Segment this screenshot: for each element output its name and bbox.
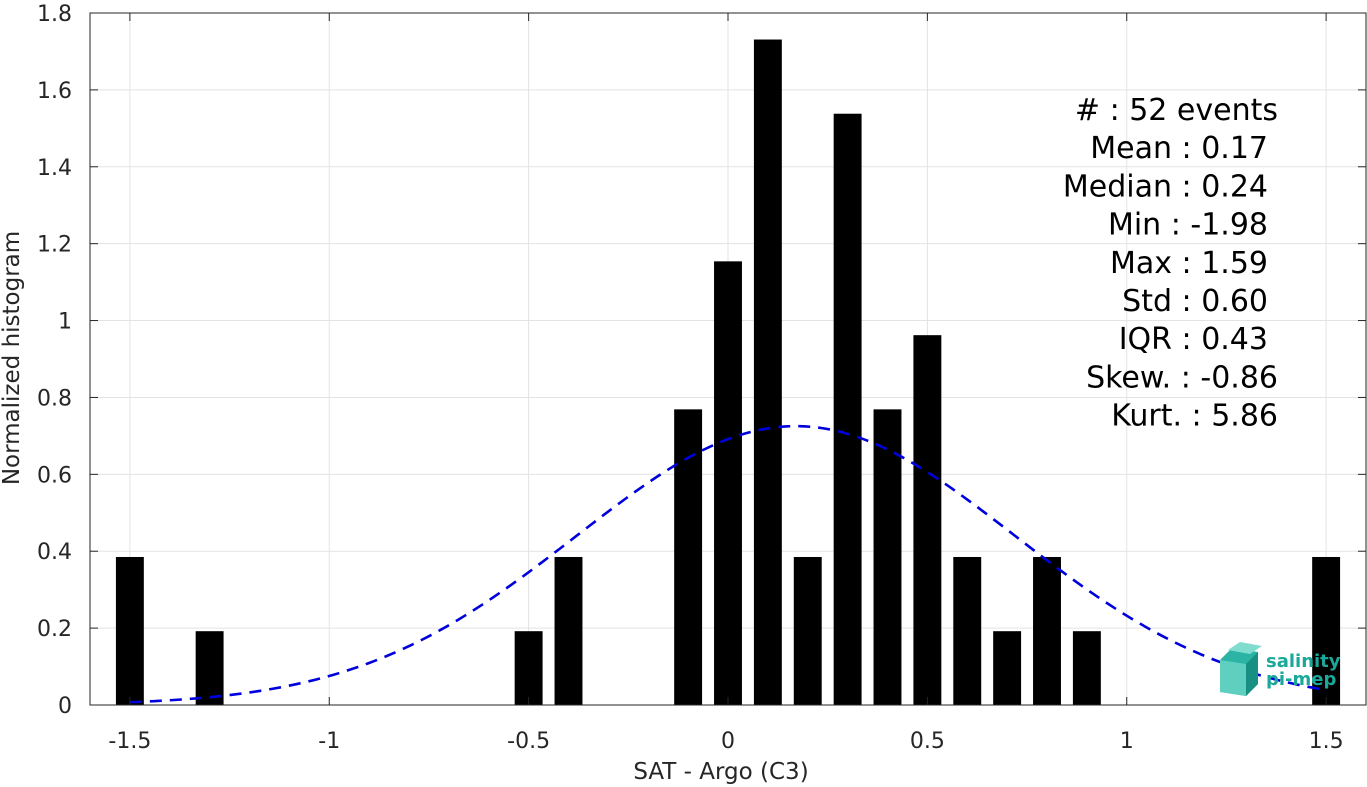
x-tick-label: -1 [318, 729, 340, 754]
logo-text-salinity: salinity [1266, 651, 1341, 672]
y-tick-label: 1.4 [37, 156, 72, 181]
histogram-bar [793, 556, 822, 705]
y-tick-label: 1 [58, 310, 72, 335]
histogram-bar [195, 631, 224, 705]
logo-cube-icon [1220, 642, 1262, 696]
histogram-bar [833, 113, 862, 706]
x-tick-label: -1.5 [108, 729, 151, 754]
y-tick-label: 0.6 [37, 463, 72, 488]
x-axis-label: SAT - Argo (C3) [633, 759, 808, 785]
y-axis-label: Normalized histogram [0, 231, 25, 485]
histogram-bar [115, 556, 144, 705]
y-tick-label: 0.2 [37, 617, 72, 642]
y-tick-label: 0 [58, 694, 72, 719]
x-tick-label: 1.5 [1309, 729, 1344, 754]
y-tick-label: 1.6 [37, 79, 72, 104]
histogram-bar [953, 556, 982, 705]
stats-line: Kurt. : 5.86 [1111, 399, 1278, 434]
stats-line: Mean : 0.17 [1090, 131, 1268, 166]
gaussian-fit-curve [129, 424, 1327, 704]
stats-line: IQR : 0.43 [1119, 322, 1268, 357]
logo-text-pi-mep: pi-mep [1266, 669, 1336, 690]
stats-line: Min : -1.98 [1108, 208, 1268, 243]
histogram-bar [674, 409, 703, 705]
y-axis-ticks: 0 0.2 0.4 0.6 0.8 1 1.2 1.4 1.6 1.8 [37, 2, 1366, 719]
histogram-bar [993, 631, 1022, 705]
histogram-bar [913, 335, 942, 705]
y-tick-label: 1.8 [37, 2, 72, 27]
stats-line: Median : 0.24 [1063, 169, 1268, 204]
histogram-bars [115, 39, 1341, 706]
histogram-bar [753, 39, 782, 705]
y-tick-label: 0.8 [37, 386, 72, 411]
x-tick-label: 1 [1120, 729, 1134, 754]
stats-line: # : 52 events [1075, 93, 1278, 128]
y-tick-label: 1.2 [37, 233, 72, 258]
stats-line: Max : 1.59 [1110, 246, 1268, 281]
x-axis-ticks: -1.5 -1 -0.5 0 0.5 1 1.5 [108, 13, 1344, 754]
stats-line: Skew. : -0.86 [1086, 360, 1278, 395]
histogram-bar [873, 409, 902, 705]
histogram-bar [1072, 631, 1101, 705]
histogram-bar [1312, 556, 1341, 705]
histogram-bar [1033, 556, 1061, 705]
histogram-bar [514, 631, 543, 705]
y-tick-label: 0.4 [37, 540, 72, 565]
histogram-bar [554, 556, 583, 705]
x-tick-label: -0.5 [507, 729, 550, 754]
stats-line: Std : 0.60 [1122, 284, 1268, 319]
salinity-pi-mep-logo: salinity pi-mep [1220, 642, 1341, 696]
histogram-bar [714, 261, 742, 705]
x-tick-label: 0 [721, 729, 735, 754]
x-tick-label: 0.5 [910, 729, 945, 754]
